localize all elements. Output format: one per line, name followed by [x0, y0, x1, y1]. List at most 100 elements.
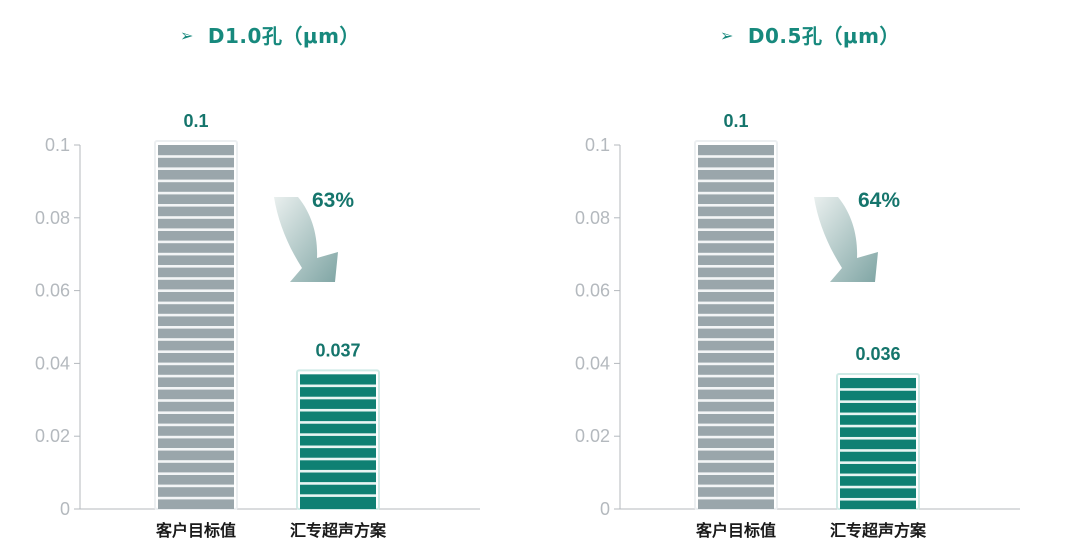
y-tick-label: 0.08: [35, 208, 70, 228]
bar-stripe: [698, 204, 774, 207]
y-tick-label: 0.1: [45, 135, 70, 155]
bar-stripe: [300, 396, 376, 400]
bar-stripe: [158, 387, 234, 390]
y-tick-label: 0.04: [35, 353, 70, 373]
category-label: 客户目标值: [696, 521, 776, 540]
bar-stripe: [300, 421, 376, 424]
category-label: 汇专超声方案: [830, 521, 927, 540]
bar-stripe: [698, 350, 774, 353]
chart-title: ➢ D0.5孔（μm）: [540, 20, 1080, 49]
y-tick-label: 0: [60, 499, 70, 519]
bar-stripe: [698, 338, 774, 341]
bar-value-label: 0.1: [723, 111, 748, 131]
bar-stripe: [698, 228, 774, 231]
bar-stripe: [158, 313, 234, 317]
bar-stripe: [840, 436, 916, 440]
bar-stripe: [158, 204, 234, 207]
bar-stripe: [300, 469, 376, 473]
bar-stripe: [840, 473, 916, 477]
bar-stripe: [698, 496, 774, 500]
bar-stripe: [158, 435, 234, 439]
chart-title: ➢ D1.0孔（μm）: [0, 20, 540, 49]
chart-title-text: D0.5孔（μm）: [747, 24, 900, 48]
bar-stripe: [698, 448, 774, 451]
bar-stripe: [158, 472, 234, 475]
bar-stripe: [698, 265, 774, 268]
bar-solution: [296, 369, 380, 510]
y-tick-label: 0.06: [575, 281, 610, 301]
bar-stripe: [698, 374, 774, 378]
bar-stripe: [840, 412, 916, 416]
bar-stripe: [158, 216, 234, 219]
bar-stripe: [158, 289, 234, 292]
bar-stripe: [158, 167, 234, 170]
bar-stripe: [698, 179, 774, 183]
bar-stripe: [158, 179, 234, 183]
y-tick-label: 0: [600, 499, 610, 519]
bar-stripe: [698, 301, 774, 305]
chart-panel-d1: ➢ D1.0孔（μm） 0 0.02 0.04 0.06 0.08 0.1 0.1 客户目标值 0…: [0, 20, 540, 540]
bar-value-label: 0.037: [315, 340, 360, 360]
bar-stripe: [300, 433, 376, 436]
y-tick-label: 0.02: [575, 426, 610, 446]
bar-stripe: [158, 399, 234, 402]
bar-stripe: [158, 277, 234, 280]
bar-stripe: [698, 167, 774, 170]
bar-stripe: [840, 497, 916, 501]
bar-stripe: [698, 460, 774, 463]
bar-stripe: [158, 362, 234, 366]
chart-svg: 0 0.02 0.04 0.06 0.08 0.1 0.1 客户目标值 0.037 汇专超声方案 6…: [35, 111, 480, 540]
bar-fill: [300, 374, 376, 509]
bar-stripe: [698, 326, 774, 329]
bar-stripe: [158, 484, 234, 488]
bar-stripe: [698, 252, 774, 256]
bullet-arrow-icon: ➢: [720, 26, 734, 45]
y-tick-label: 0.06: [35, 281, 70, 301]
bar-stripe: [840, 400, 916, 403]
bullet-arrow-icon: ➢: [180, 26, 194, 45]
reduction-percent-label: 63%: [312, 189, 354, 212]
bar-stripe: [158, 265, 234, 268]
reduction-arrow-icon: [814, 197, 878, 282]
bar-stripe: [698, 411, 774, 414]
bar-stripe: [158, 191, 234, 195]
bar-stripe: [698, 155, 774, 158]
bar-target: [154, 140, 238, 510]
bar-stripe: [698, 435, 774, 439]
bar-stripe: [698, 362, 774, 366]
bar-stripe: [840, 388, 916, 391]
reduction-arrow-icon: [274, 197, 338, 282]
bar-stripe: [698, 313, 774, 317]
bar-stripe: [698, 423, 774, 427]
bar-stripe: [158, 374, 234, 378]
bar-stripe: [158, 326, 234, 329]
bar-stripe: [158, 460, 234, 463]
bar-stripe: [158, 411, 234, 414]
y-tick-label: 0.08: [575, 208, 610, 228]
bar-fill: [840, 377, 916, 509]
bar-stripe: [158, 155, 234, 158]
y-tick-label: 0.1: [585, 135, 610, 155]
bar-stripe: [158, 228, 234, 231]
bar-stripe: [698, 289, 774, 292]
bar-stripe: [300, 494, 376, 497]
bar-stripe: [698, 387, 774, 390]
chart-panel-d05: ➢ D0.5孔（μm） 0 0.02 0.04 0.06 0.08 0.1 0.1 客户目标值 0…: [540, 0, 1080, 560]
bar-stripe: [300, 408, 376, 412]
chart-svg: 0 0.02 0.04 0.06 0.08 0.1 0.1 客户目标值 0.036 汇专超声方案 6…: [575, 111, 1020, 540]
bar-solution: [836, 372, 920, 510]
bar-stripe: [840, 485, 916, 489]
bar-stripe: [300, 457, 376, 461]
y-tick-label: 0.04: [575, 353, 610, 373]
bar-stripe: [158, 338, 234, 341]
bar-stripe: [698, 240, 774, 244]
bar-stripe: [158, 448, 234, 451]
reduction-percent-label: 64%: [858, 189, 900, 212]
bar-stripe: [698, 399, 774, 402]
bar-stripe: [158, 423, 234, 427]
category-label: 汇专超声方案: [290, 521, 387, 540]
bar-stripe: [158, 301, 234, 305]
category-label: 客户目标值: [156, 521, 236, 540]
bar-stripe: [698, 277, 774, 280]
bar-stripe: [698, 484, 774, 488]
